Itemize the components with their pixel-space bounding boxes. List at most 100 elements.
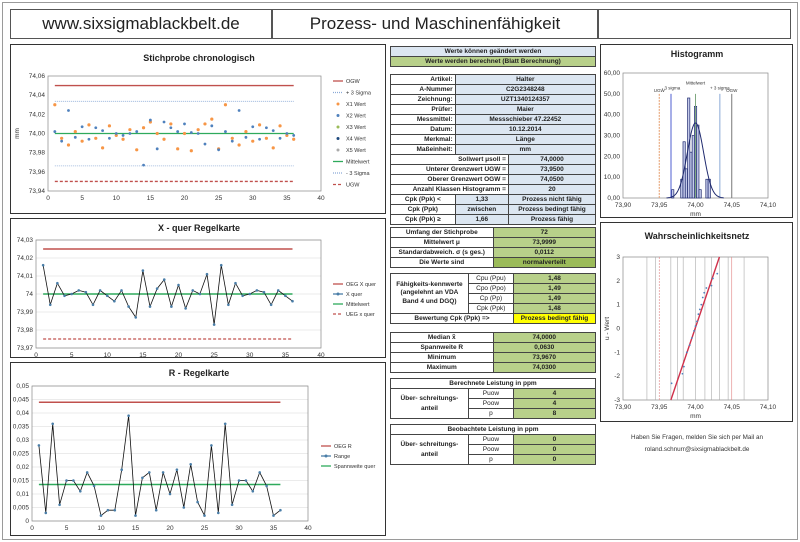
marker-label: Mittelwert	[686, 81, 706, 86]
x-tick-label: 0	[30, 525, 34, 532]
field-value[interactable]: Halter	[454, 74, 597, 85]
data-point	[196, 500, 199, 504]
data-point	[703, 291, 706, 294]
data-point	[698, 308, 701, 311]
y-tick-label: 74,03	[17, 237, 34, 244]
y-tick-label: 74,01	[17, 273, 34, 280]
limit-label: Sollwert μsoll =	[390, 154, 509, 165]
data-point	[248, 292, 252, 296]
data-point-x2	[114, 132, 118, 135]
criteria-value[interactable]: 1,66	[454, 214, 509, 225]
limit-label: Unterer Grenzwert UGW =	[390, 164, 509, 175]
data-point	[284, 294, 287, 298]
criteria-result: Prozess fähig	[507, 214, 597, 225]
field-label: Prüfer:	[390, 104, 456, 115]
ppm-group-label: Über- schreitungs-anteil	[390, 434, 469, 465]
y-tick-label: 2	[616, 278, 620, 285]
ppm-value: 4	[512, 398, 597, 409]
limit-row: Sollwert μsoll = 74,0000	[390, 154, 597, 165]
data-point	[84, 290, 88, 294]
y-tick-label: 74,04	[29, 92, 46, 99]
field-value[interactable]: mm	[454, 144, 597, 155]
data-point	[148, 305, 152, 308]
data-point	[697, 313, 700, 316]
data-point	[70, 292, 73, 296]
x-tick-label: 30	[246, 352, 254, 359]
descriptive-table: Median x̃ 74,0000 Spannweite R 0,0630 Minimu…	[390, 332, 596, 373]
data-point-x2	[285, 132, 289, 135]
header-empty-box	[598, 9, 791, 39]
master-row: Prüfer: Maier	[390, 104, 597, 115]
data-point-x1	[210, 117, 214, 121]
data-point	[91, 303, 95, 307]
data-point	[155, 287, 159, 290]
data-point	[251, 490, 255, 493]
criteria-label: Cpk (Ppk)	[390, 204, 456, 215]
limit-label: Oberer Grenzwert OGW =	[390, 174, 509, 185]
limit-value[interactable]: 74,0500	[507, 174, 597, 185]
criteria-value[interactable]: 1,33	[454, 194, 509, 205]
capability-value: 1,48	[512, 303, 597, 314]
data-point	[168, 492, 172, 496]
field-label: Zeichnung:	[390, 94, 456, 105]
y-tick-label: 0,05	[16, 383, 29, 390]
field-value[interactable]: Länge	[454, 134, 597, 145]
limit-value[interactable]: 74,0000	[507, 154, 597, 165]
chart-range: R - Regelkarte 0 0,005 0,01 0,015 0,02 0,025 0,…	[13, 368, 376, 532]
field-value[interactable]: Messschieber 47.22452	[454, 114, 597, 125]
contact-email[interactable]: roland.schnurr@sixsigmablackbelt.de	[644, 446, 750, 453]
field-value[interactable]: C2G2348248	[454, 84, 597, 95]
criteria-row: Cpk (Ppk) zwischen Prozess bedingt fähig	[390, 204, 597, 215]
chart-xbar-panel: X - quer Regelkarte 73,97 73,98 73,99 74 74,0…	[10, 218, 386, 359]
data-point-x2	[196, 132, 200, 135]
legend-label: X3 Wert	[346, 125, 366, 131]
legend-label: Mittelwert	[346, 302, 370, 308]
data-point-x2	[176, 130, 180, 133]
data-point	[51, 422, 54, 426]
data-point	[212, 323, 216, 326]
data-point-x2	[278, 136, 282, 140]
field-value[interactable]: 10.12.2014	[454, 124, 597, 135]
legend-label: Mittelwert	[346, 160, 370, 166]
legend-label: + 3 Sigma	[346, 91, 372, 97]
descriptive-row: Minimum 73,9670	[390, 352, 596, 363]
x-tick-label: 20	[181, 195, 189, 202]
marker-label: UGW	[654, 88, 666, 93]
y-axis-label: mm	[14, 128, 21, 139]
master-row: Artikel: Halter	[390, 74, 597, 85]
data-point	[41, 263, 45, 267]
data-point	[184, 307, 187, 310]
criteria-value[interactable]: zwischen	[454, 204, 509, 215]
capability-label: Cpo (Ppo)	[467, 283, 514, 294]
ppm-label: Puow	[467, 388, 514, 399]
y-tick-label: 0,02	[16, 464, 29, 471]
limit-value[interactable]: 73,9500	[507, 164, 597, 175]
fit-line	[670, 256, 721, 401]
data-point-x2	[162, 120, 166, 124]
field-value[interactable]: Maier	[454, 104, 597, 115]
field-value[interactable]: UZT1340124357	[454, 94, 597, 105]
data-point-x1	[121, 137, 125, 141]
limit-row: Unterer Grenzwert UGW = 73,9500	[390, 164, 597, 175]
data-point	[265, 484, 268, 488]
y-tick-label: 74	[26, 291, 34, 298]
y-tick-label: 73,99	[17, 309, 34, 316]
data-point	[182, 506, 186, 509]
x-tick-label: 74,10	[760, 404, 777, 411]
limit-value[interactable]: 20	[507, 184, 597, 195]
x-tick-label: 74,05	[724, 202, 741, 209]
data-point-x1	[244, 129, 248, 134]
legend-marker	[336, 137, 340, 140]
data-point-x1	[189, 149, 193, 153]
legend-label: Spannweite quer	[334, 464, 375, 470]
data-point	[683, 365, 685, 368]
chart-probability-net: Wahrscheinlichkeitsnetz -3 -2 -1 0 1 2 3 73,90 73…	[604, 231, 777, 420]
data-point-x1	[101, 146, 105, 150]
data-point	[191, 289, 195, 292]
descriptive-value: 73,9670	[492, 352, 596, 363]
ppm-label: p	[467, 408, 514, 419]
data-point	[690, 337, 693, 339]
data-point	[58, 503, 61, 507]
legend-label: Range	[334, 454, 350, 460]
